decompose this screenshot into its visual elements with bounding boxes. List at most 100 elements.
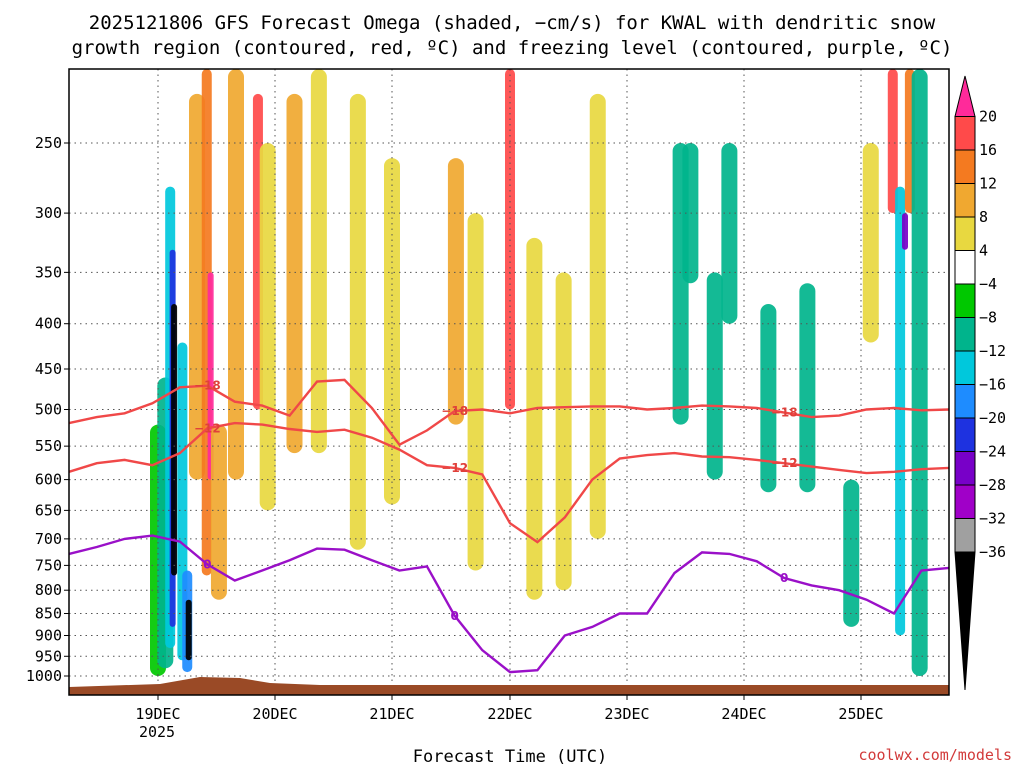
omega-cell xyxy=(706,272,723,480)
chart-title-line1: 2025121806 GFS Forecast Omega (shaded, −… xyxy=(89,12,936,34)
colorbar-swatch xyxy=(954,317,976,352)
omega-cell xyxy=(760,303,777,493)
chart-title-line2: growth region (contoured, red, ºC) and f… xyxy=(72,37,953,59)
y-tick-label: 500 xyxy=(35,401,62,419)
y-tick-label: 800 xyxy=(35,581,62,599)
y-tick-label: 600 xyxy=(35,471,62,489)
credit-link[interactable]: coolwx.com/models xyxy=(858,746,1012,764)
omega-cell xyxy=(447,158,464,425)
colorbar-swatch xyxy=(954,283,976,318)
omega-cell xyxy=(911,69,928,676)
colorbar-swatch xyxy=(954,149,976,184)
dgz-contour xyxy=(68,421,950,544)
y-tick-label: 300 xyxy=(35,204,62,222)
x-axis-label: Forecast Time (UTC) xyxy=(413,747,607,767)
x-tick-label: 21DEC xyxy=(369,705,414,723)
freezing-level-contour xyxy=(68,534,950,674)
colorbar-label: 4 xyxy=(979,242,988,260)
plot-grid xyxy=(69,69,949,695)
omega-cell xyxy=(185,599,192,661)
x-tick-label: 25DEC xyxy=(838,705,883,723)
dgz-contour xyxy=(68,378,950,447)
dgz-contour-label: −12 xyxy=(441,461,468,475)
omega-cell xyxy=(555,272,572,591)
y-tick-label: 400 xyxy=(35,315,62,333)
y-tick-label: 700 xyxy=(35,530,62,548)
omega-cell xyxy=(887,69,898,214)
omega-cell xyxy=(384,158,400,505)
colorbar-swatch xyxy=(954,551,976,691)
omega-cell xyxy=(589,93,606,539)
y-tick-label: 900 xyxy=(35,626,62,644)
omega-cell xyxy=(682,143,699,284)
colorbar-swatch xyxy=(954,250,976,285)
omega-cell xyxy=(505,69,515,410)
colorbar-swatch xyxy=(954,384,976,419)
omega-cell xyxy=(210,424,227,600)
omega-cell xyxy=(467,213,484,571)
y-tick-label: 450 xyxy=(35,360,62,378)
colorbar-swatch xyxy=(954,451,976,486)
freezing-level-contour-label: 0 xyxy=(451,609,459,623)
omega-cell xyxy=(862,143,879,343)
x-year-label: 2025 xyxy=(139,723,175,741)
colorbar-label: 8 xyxy=(979,208,988,226)
omega-shading xyxy=(150,69,928,676)
omega-cell xyxy=(259,143,276,511)
colorbar-swatch xyxy=(954,75,976,117)
plot-frame xyxy=(68,68,950,696)
colorbar-label: 12 xyxy=(979,175,997,193)
omega-cell xyxy=(526,237,543,600)
colorbar-label: −24 xyxy=(979,443,1006,461)
colorbar-label: −20 xyxy=(979,409,1006,427)
colorbar-swatch xyxy=(954,183,976,218)
y-tick-label: 550 xyxy=(35,437,62,455)
colorbar-swatch xyxy=(954,116,976,151)
colorbar-label: −16 xyxy=(979,376,1006,394)
x-tick-label: 19DEC xyxy=(135,705,180,723)
terrain-ground xyxy=(69,677,949,695)
y-tick-label: 750 xyxy=(35,556,62,574)
y-tick-label: 650 xyxy=(35,501,62,519)
omega-cell xyxy=(349,93,366,550)
omega-cell xyxy=(228,69,244,480)
x-tick-label: 20DEC xyxy=(252,705,297,723)
colorbar-label: 16 xyxy=(979,141,997,159)
colorbar-swatch xyxy=(954,350,976,385)
omega-cell xyxy=(721,143,738,324)
omega-cell xyxy=(895,186,906,636)
omega-cell xyxy=(189,93,205,480)
colorbar-swatch xyxy=(954,518,976,553)
contour-layer: −18 −18 −18 −12 −12 −12 0 0 0 xyxy=(68,378,950,674)
colorbar-swatch xyxy=(954,417,976,452)
dgz-contour-label: −18 xyxy=(194,379,221,393)
colorbar: 20 16 12 8 4 −4 −8 −12 −16 −20 −24 −28 −32 −36 xyxy=(954,75,1006,691)
y-tick-label: 350 xyxy=(35,263,62,281)
y-tick-label: 250 xyxy=(35,134,62,152)
omega-cell xyxy=(310,69,327,454)
omega-cell xyxy=(799,283,816,493)
colorbar-label: 20 xyxy=(979,108,997,126)
x-tick-label: 22DEC xyxy=(487,705,532,723)
colorbar-label: −36 xyxy=(979,543,1006,561)
dgz-contour-label: −12 xyxy=(771,456,798,470)
x-tick-label: 23DEC xyxy=(604,705,649,723)
omega-cell xyxy=(286,93,303,454)
colorbar-label: −12 xyxy=(979,342,1006,360)
y-tick-label: 950 xyxy=(35,647,62,665)
freezing-level-contour-label: 0 xyxy=(780,571,788,585)
colorbar-label: −28 xyxy=(979,476,1006,494)
colorbar-label: −32 xyxy=(979,510,1006,528)
omega-cell xyxy=(843,479,860,627)
x-axis-ticks: 19DEC 20DEC 21DEC 22DEC 23DEC 24DEC 25DEC xyxy=(135,695,884,723)
y-tick-label: 1000 xyxy=(26,667,62,685)
colorbar-swatch xyxy=(954,484,976,519)
colorbar-label: −8 xyxy=(979,309,997,327)
x-tick-label: 24DEC xyxy=(721,705,766,723)
colorbar-label: −4 xyxy=(979,275,997,293)
colorbar-swatch xyxy=(954,216,976,251)
dgz-contour-label: −18 xyxy=(441,404,468,418)
dgz-contour-label: −18 xyxy=(771,406,798,420)
y-axis-ticks: 250 300 350 400 450 500 550 600 650 700 750 800 850 9… xyxy=(26,134,69,685)
